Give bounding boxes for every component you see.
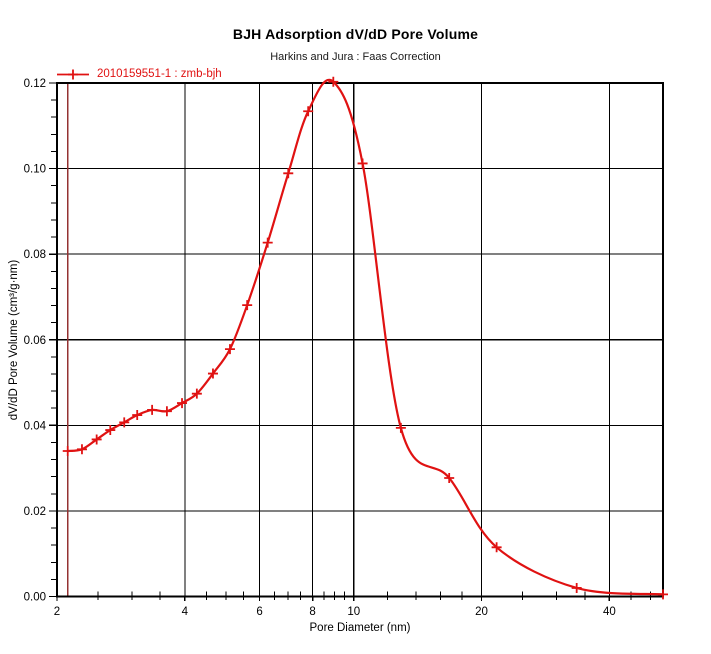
- data-point-marker: [491, 542, 502, 553]
- data-point-marker: [658, 589, 668, 600]
- y-tick-label: 0.00: [24, 592, 46, 604]
- x-tick-label: 10: [347, 606, 360, 618]
- data-point-marker: [571, 582, 582, 593]
- y-tick-label: 0.06: [24, 335, 46, 347]
- data-point-marker: [132, 410, 143, 421]
- data-point-marker: [395, 422, 406, 433]
- x-tick-label: 20: [475, 606, 488, 618]
- y-tick-label: 0.02: [24, 506, 46, 518]
- data-point-marker: [283, 168, 294, 179]
- chart-subtitle: Harkins and Jura : Faas Correction: [270, 51, 441, 63]
- data-point-marker: [177, 398, 188, 409]
- data-point-marker: [303, 106, 314, 117]
- data-point-marker: [62, 446, 73, 457]
- x-tick-label: 2: [54, 606, 60, 618]
- data-point-marker: [444, 472, 455, 483]
- legend: 2010159551-1 : zmb-bjh: [97, 66, 222, 82]
- y-tick-label: 0.04: [24, 420, 47, 432]
- chart-title: BJH Adsorption dV/dD Pore Volume: [232, 26, 479, 42]
- legend-plus-icon: [68, 69, 78, 80]
- data-point-marker: [161, 406, 172, 417]
- data-point-marker: [119, 417, 130, 428]
- x-axis-title: Pore Diameter (nm): [309, 622, 411, 634]
- y-axis-title: dV/dD Pore Volume (cm³/g·nm): [8, 259, 20, 421]
- data-point-marker: [147, 404, 158, 415]
- data-curve: [66, 78, 665, 596]
- data-point-marker: [224, 344, 235, 355]
- data-point-marker: [242, 300, 253, 311]
- x-tick-label: 4: [182, 606, 189, 618]
- y-tick-label: 0.08: [24, 249, 46, 261]
- data-point-marker: [191, 388, 202, 399]
- data-point-marker: [328, 76, 339, 87]
- x-tick-label: 8: [309, 606, 315, 618]
- data-point-marker: [207, 368, 218, 379]
- y-tick-label: 0.12: [24, 78, 46, 90]
- data-point-marker: [76, 444, 87, 455]
- x-tick-label: 40: [603, 606, 616, 618]
- data-point-marker: [91, 434, 102, 445]
- data-point-marker: [262, 237, 273, 248]
- data-point-marker: [357, 158, 368, 169]
- data-point-marker: [105, 425, 116, 436]
- y-tick-label: 0.10: [24, 164, 46, 176]
- legend-label: 2010159551-1 : zmb-bjh: [97, 68, 222, 80]
- x-tick-label: 6: [256, 606, 262, 618]
